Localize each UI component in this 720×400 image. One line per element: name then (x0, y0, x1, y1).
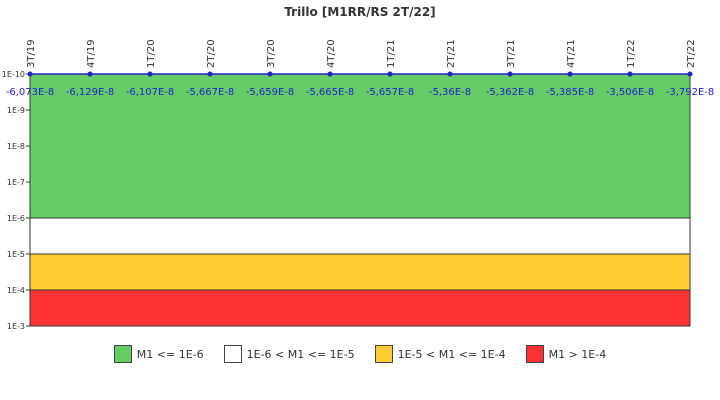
legend-label: M1 > 1E-4 (548, 347, 607, 361)
x-tick-label: 1T/22 (626, 39, 637, 68)
y-tick-label: 1E-3 (7, 322, 25, 331)
data-point (327, 71, 333, 77)
risk-band (29, 73, 691, 219)
x-tick-label: 3T/19 (26, 39, 37, 68)
x-tick-label: 2T/22 (686, 39, 697, 68)
data-point (627, 71, 633, 77)
legend-item: 1E-5 < M1 <= 1E-4 (374, 345, 506, 363)
data-point (387, 71, 393, 77)
data-point (267, 71, 273, 77)
risk-band (29, 289, 691, 327)
x-tick-label: 3T/20 (266, 39, 277, 68)
data-point (87, 71, 93, 77)
x-tick-label: 2T/21 (446, 39, 457, 68)
data-point (447, 71, 453, 77)
data-label: -6,073E-8 (6, 87, 55, 98)
y-tick-label: 1E-10 (2, 70, 25, 79)
y-tick-label: 1E-4 (7, 286, 25, 295)
legend-label: M1 <= 1E-6 (136, 347, 204, 361)
series: -6,073E-8 -6,129E-8 -6,107E-8 -5,667E-8 -5,6… (6, 71, 715, 98)
data-label: -5,665E-8 (306, 87, 355, 98)
data-label: -3,792E-8 (666, 87, 715, 98)
y-tick-label: 1E-7 (7, 178, 25, 187)
y-tick-label: 1E-8 (7, 142, 25, 151)
legend-swatch (374, 345, 393, 363)
data-point (147, 71, 153, 77)
x-tick-label: 1T/21 (386, 39, 397, 68)
x-tick-label: 1T/20 (146, 39, 157, 68)
data-point (507, 71, 513, 77)
x-tick-label: 4T/20 (326, 39, 337, 68)
data-point (207, 71, 213, 77)
x-tick-label: 3T/21 (506, 39, 517, 68)
x-axis: 3T/19 4T/19 1T/20 2T/20 3T/20 4T/20 1T/21 2T/21… (26, 39, 697, 68)
risk-band (29, 253, 691, 291)
data-label: -5,659E-8 (246, 87, 295, 98)
risk-band (29, 217, 691, 255)
data-label: -5,667E-8 (186, 87, 235, 98)
y-tick-label: 1E-9 (7, 106, 25, 115)
legend-label: 1E-5 < M1 <= 1E-4 (397, 347, 506, 361)
legend-label: 1E-6 < M1 <= 1E-5 (246, 347, 355, 361)
legend-item: 1E-6 < M1 <= 1E-5 (223, 345, 355, 363)
legend-swatch (223, 345, 242, 363)
data-label: -5,385E-8 (546, 87, 595, 98)
data-label: -3,506E-8 (606, 87, 655, 98)
legend-item: M1 <= 1E-6 (113, 345, 204, 363)
data-point (687, 71, 693, 77)
risk-bands (29, 73, 691, 327)
x-tick-label: 4T/19 (86, 39, 97, 68)
legend-item: M1 > 1E-4 (525, 345, 607, 363)
legend: M1 <= 1E-6 1E-6 < M1 <= 1E-5 1E-5 < M1 <… (0, 345, 720, 363)
data-label: -6,107E-8 (126, 87, 175, 98)
legend-swatch (113, 345, 132, 363)
data-label: -6,129E-8 (66, 87, 115, 98)
data-label: -5,36E-8 (429, 87, 471, 98)
chart-title: Trillo [M1RR/RS 2T/22] (284, 5, 435, 19)
legend-swatch (525, 345, 544, 363)
y-tick-label: 1E-5 (7, 250, 25, 259)
data-label: -5,362E-8 (486, 87, 535, 98)
y-tick-label: 1E-6 (7, 214, 25, 223)
data-label: -5,657E-8 (366, 87, 415, 98)
y-axis: 1E-10 1E-9 1E-8 1E-7 1E-6 1E-5 1E-4 1E-3 (2, 70, 30, 331)
x-tick-label: 4T/21 (566, 39, 577, 68)
data-point (567, 71, 573, 77)
x-tick-label: 2T/20 (206, 39, 217, 68)
data-point (27, 71, 33, 77)
